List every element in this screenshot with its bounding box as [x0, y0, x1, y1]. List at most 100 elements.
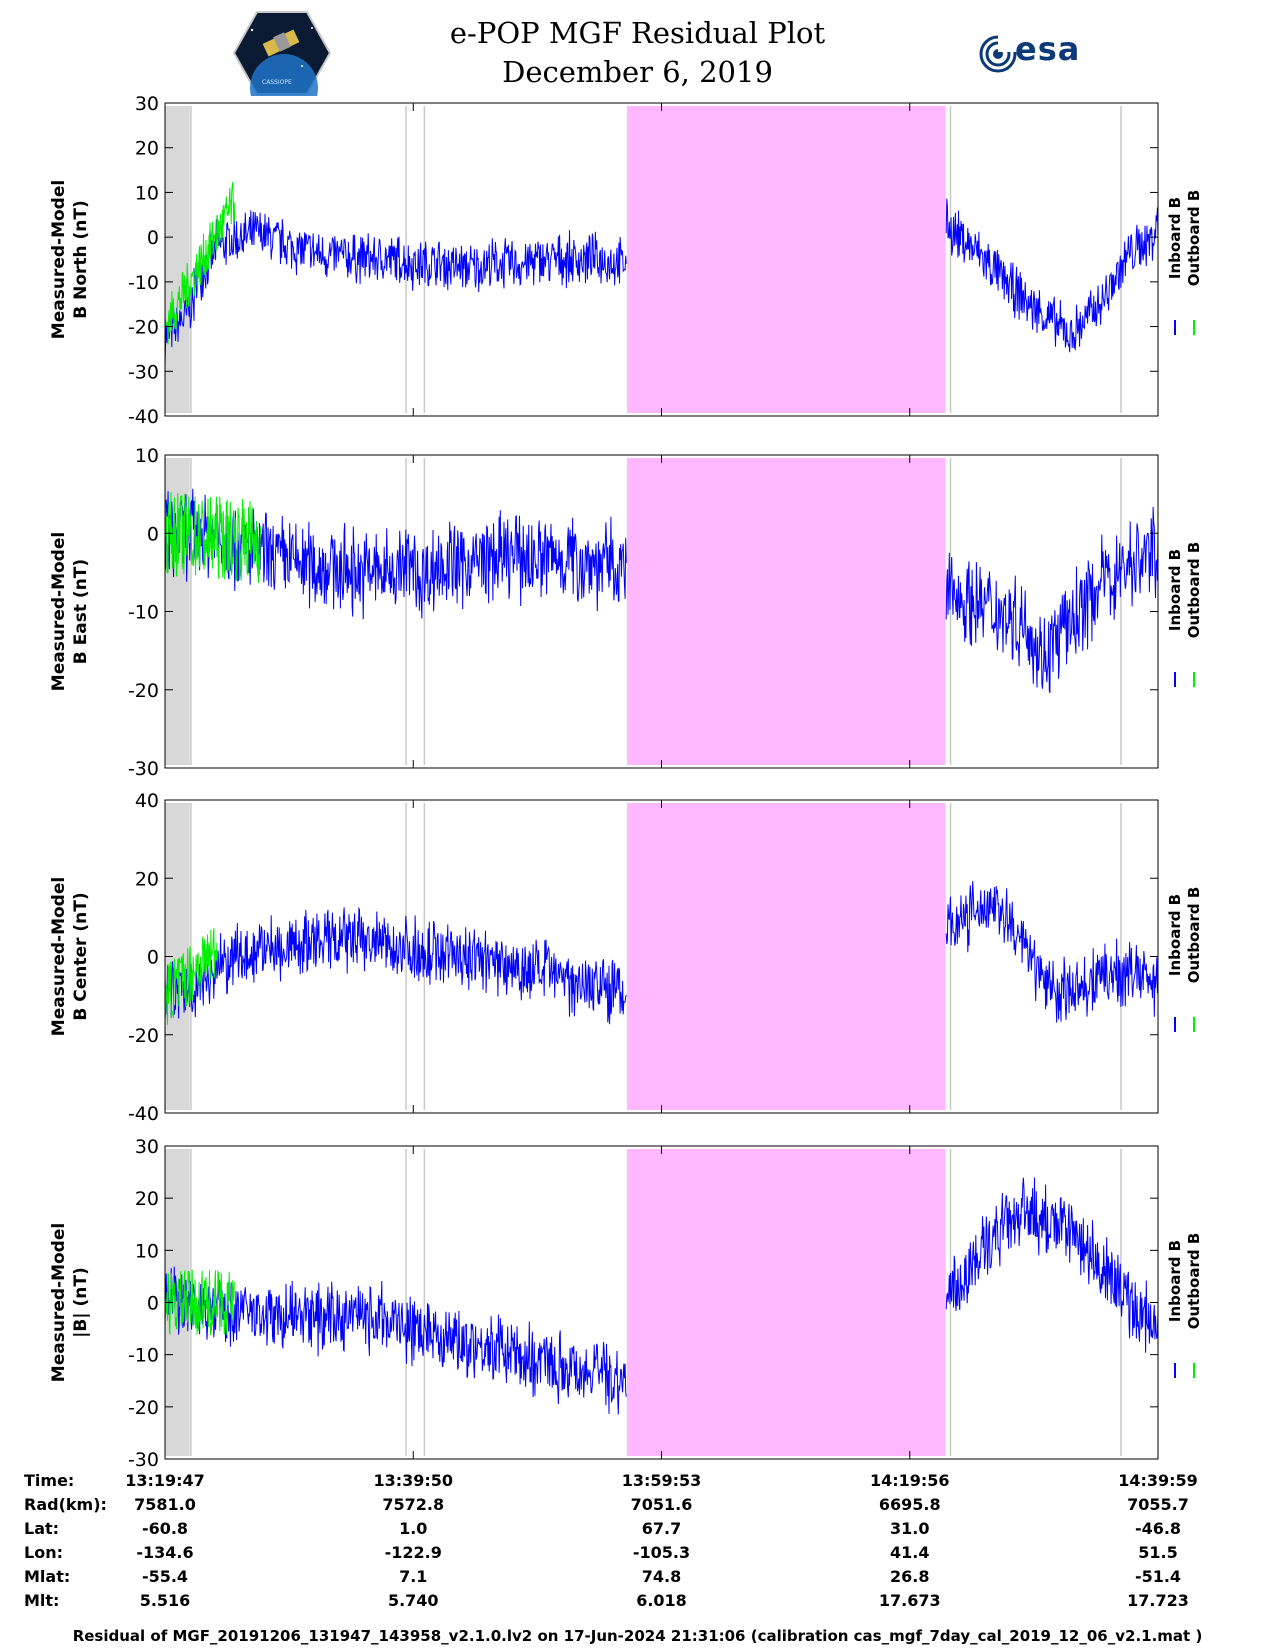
- plot-title: e-POP MGF Residual Plot: [449, 16, 826, 50]
- footer-caption: Residual of MGF_20191206_131947_143958_v…: [72, 1627, 1203, 1645]
- ephemeris-value: -60.8: [141, 1519, 189, 1538]
- y-tick-label: 10: [135, 445, 159, 467]
- esa-logo-icon: [979, 34, 1018, 73]
- ephemeris-value: 7.1: [399, 1567, 428, 1586]
- ephemeris-value: 13:19:47: [125, 1471, 205, 1490]
- ephemeris-value: 41.4: [890, 1543, 930, 1562]
- series-inboard: [164, 1177, 1159, 1415]
- esa-logo-text: esa: [1015, 30, 1081, 68]
- data-gap-shading: [626, 458, 946, 765]
- y-tick-label: 30: [135, 93, 159, 115]
- ephemeris-value: 14:39:59: [1118, 1471, 1198, 1490]
- y-tick-label: -30: [128, 1449, 159, 1471]
- ephemeris-value: 74.8: [641, 1567, 682, 1586]
- panel-2: 10 0 -10 -20 -30 Measured-Model B East (nT) Inb…: [49, 445, 1203, 780]
- ephemeris-row-label: Mlat:: [24, 1567, 71, 1586]
- ephemeris-value: -122.9: [384, 1543, 442, 1562]
- ephemeris-value: 5.740: [387, 1591, 439, 1610]
- outboard-trace: [164, 928, 218, 1025]
- y-tick-label: -40: [128, 406, 159, 428]
- y-tick-label: 20: [135, 1188, 159, 1210]
- ephemeris-value: 51.5: [1138, 1543, 1178, 1562]
- y-tick-label: 10: [135, 182, 159, 204]
- ephemeris-value: 6.018: [636, 1591, 687, 1610]
- y-axis-label: B North (nT): [71, 200, 91, 319]
- ephemeris-value: 13:59:53: [621, 1471, 702, 1490]
- series-inboard: [164, 198, 1159, 364]
- ephemeris-row-label: Mlt:: [24, 1591, 60, 1610]
- ephemeris-value: 67.7: [641, 1519, 682, 1538]
- ephemeris-value: -55.4: [141, 1567, 189, 1586]
- legend-label: Outboard B: [1185, 1233, 1203, 1330]
- y-tick-label: -20: [128, 1025, 159, 1047]
- data-gap-shading: [626, 803, 946, 1110]
- ephemeris-row-label: Rad(km):: [24, 1495, 107, 1514]
- ephemeris-value: 1.0: [399, 1519, 428, 1538]
- y-axis-label: |B| (nT): [71, 1267, 91, 1338]
- start-shading: [165, 106, 190, 413]
- series-inboard: [164, 881, 1159, 1025]
- legend-label: Inboard B: [1166, 1240, 1184, 1322]
- y-tick-label: -20: [128, 680, 159, 702]
- inboard-trace: [164, 881, 1159, 1025]
- panel-4: 30 20 10 0 -10 -20 -30 Measured-Model |B| (nT) In…: [49, 1136, 1203, 1471]
- y-tick-label: -30: [128, 361, 159, 383]
- outboard-trace: [164, 181, 236, 345]
- ephemeris-row-label: Lat:: [24, 1519, 60, 1538]
- y-tick-label: -10: [128, 602, 159, 624]
- y-tick-label: 40: [135, 790, 159, 812]
- ephemeris-value: -134.6: [136, 1543, 194, 1562]
- ephemeris-value: -105.3: [632, 1543, 691, 1562]
- data-gap-shading: [626, 1149, 946, 1456]
- y-tick-label: 0: [147, 523, 159, 545]
- ephemeris-row-label: Lon:: [24, 1543, 63, 1562]
- ephemeris-value: 31.0: [890, 1519, 930, 1538]
- cassiope-logo-text: CASSIOPE: [262, 79, 292, 86]
- y-tick-label: -10: [128, 272, 159, 294]
- y-tick-label: -40: [128, 1103, 159, 1125]
- legend-label: Outboard B: [1185, 542, 1203, 639]
- y-tick-label: -30: [128, 758, 159, 780]
- series-outboard: [164, 181, 236, 345]
- series-outboard: [164, 1269, 236, 1336]
- ephemeris-row-label: Time:: [24, 1471, 75, 1490]
- ephemeris-value: 7572.8: [382, 1495, 445, 1514]
- legend-label: Inboard B: [1166, 197, 1184, 279]
- series-outboard: [164, 491, 262, 583]
- inboard-trace: [164, 1177, 1159, 1415]
- y-axis-label: Measured-Model: [49, 180, 69, 339]
- outboard-trace: [164, 1269, 236, 1336]
- y-tick-label: 0: [147, 227, 159, 249]
- ephemeris-value: 5.516: [139, 1591, 191, 1610]
- y-tick-label: 10: [135, 1240, 159, 1262]
- y-axis-label: B East (nT): [71, 559, 91, 664]
- y-tick-label: -20: [128, 317, 159, 339]
- y-tick-label: 0: [147, 947, 159, 969]
- cassiope-mission-logo: [232, 11, 332, 96]
- y-axis-label: B Center (nT): [71, 892, 91, 1020]
- ephemeris-value: 7581.0: [134, 1495, 196, 1514]
- inboard-trace: [164, 198, 1159, 364]
- plot-date: December 6, 2019: [502, 55, 773, 89]
- ephemeris-value: 26.8: [890, 1567, 930, 1586]
- y-tick-label: 20: [135, 868, 159, 890]
- legend-label: Outboard B: [1185, 190, 1203, 287]
- panel-3: 40 20 0 -20 -40 Measured-Model B Center (nT) In…: [49, 790, 1203, 1125]
- ephemeris-value: 17.723: [1127, 1591, 1189, 1610]
- ephemeris-value: 13:39:50: [373, 1471, 454, 1490]
- legend-label: Inboard B: [1166, 894, 1184, 976]
- panel-1: 30 20 10 0 -10 -20 -30 -40 Measured-Model B North…: [49, 93, 1203, 428]
- y-tick-label: 20: [135, 138, 159, 160]
- ephemeris-value: -51.4: [1134, 1567, 1182, 1586]
- y-axis-label: Measured-Model: [49, 877, 69, 1036]
- ephemeris-value: 6695.8: [878, 1495, 941, 1514]
- data-gap-shading: [626, 106, 946, 413]
- y-tick-label: -10: [128, 1345, 159, 1367]
- outboard-trace: [164, 491, 262, 583]
- legend-label: Outboard B: [1185, 887, 1203, 984]
- legend-label: Inboard B: [1166, 549, 1184, 631]
- ephemeris-value: 17.673: [878, 1591, 941, 1610]
- ephemeris-value: -46.8: [1134, 1519, 1182, 1538]
- y-axis-label: Measured-Model: [49, 1223, 69, 1382]
